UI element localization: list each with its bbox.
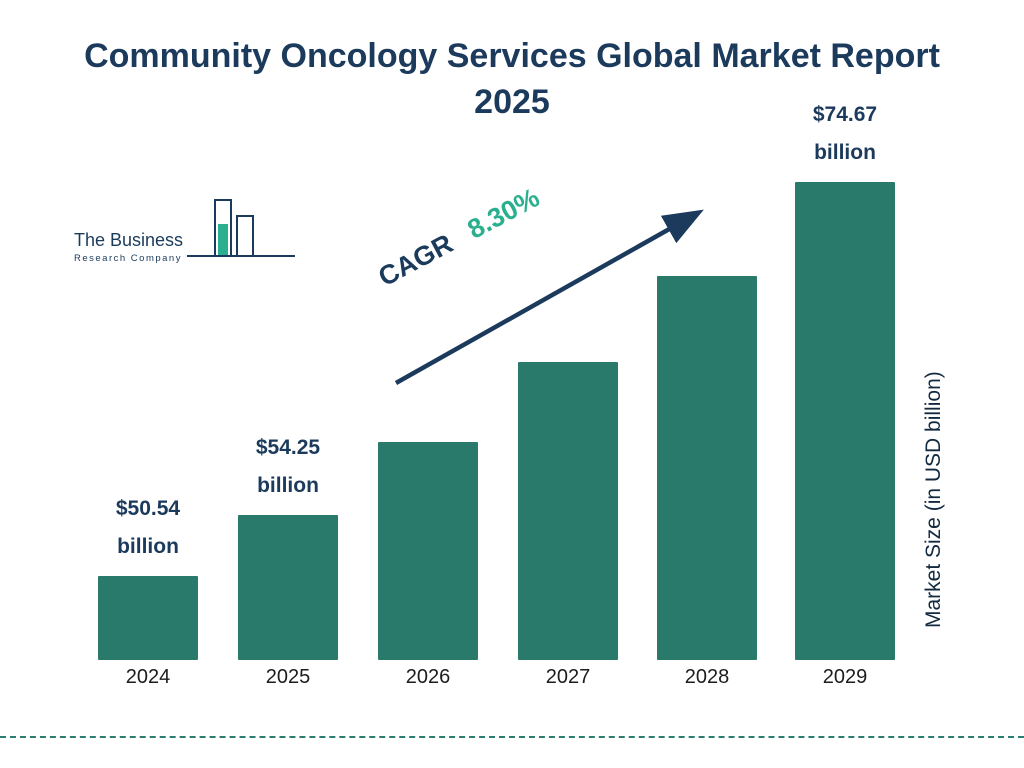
x-label-2027: 2027 — [545, 666, 591, 688]
cagr-value: 8.30% — [462, 182, 545, 245]
bar-2029 — [795, 182, 895, 660]
x-label-2024: 2024 — [125, 666, 171, 688]
value-label-2024: $50.54 billion — [115, 497, 181, 559]
value-label-2029: $74.67 billion — [812, 103, 878, 165]
bottom-dashed-divider — [0, 736, 1024, 738]
chart-title: Community Oncology Services Global Marke… — [84, 37, 940, 121]
bar-2028 — [657, 276, 757, 660]
x-label-2029: 2029 — [822, 666, 868, 688]
bar-2027 — [518, 362, 618, 660]
logo-line2: Research Company — [74, 253, 182, 264]
logo-line1: The Business — [74, 230, 184, 250]
cagr-annotation: CAGR 8.30% — [373, 158, 591, 293]
cagr-label: CAGR — [373, 228, 458, 293]
x-label-2026: 2026 — [405, 666, 451, 688]
value-label-2025: $54.25 billion — [255, 436, 321, 498]
bar-2026 — [378, 442, 478, 660]
bar-2025 — [238, 515, 338, 660]
x-label-2028: 2028 — [684, 666, 730, 688]
x-label-2025: 2025 — [265, 666, 311, 688]
company-logo: The Business Research Company — [74, 198, 297, 264]
y-axis-label: Market Size (in USD billion) — [922, 371, 945, 629]
bar-2024 — [98, 576, 198, 660]
logo-bar-chart-icon — [187, 199, 296, 257]
company-logo-text: The Business Research Company — [74, 230, 183, 264]
